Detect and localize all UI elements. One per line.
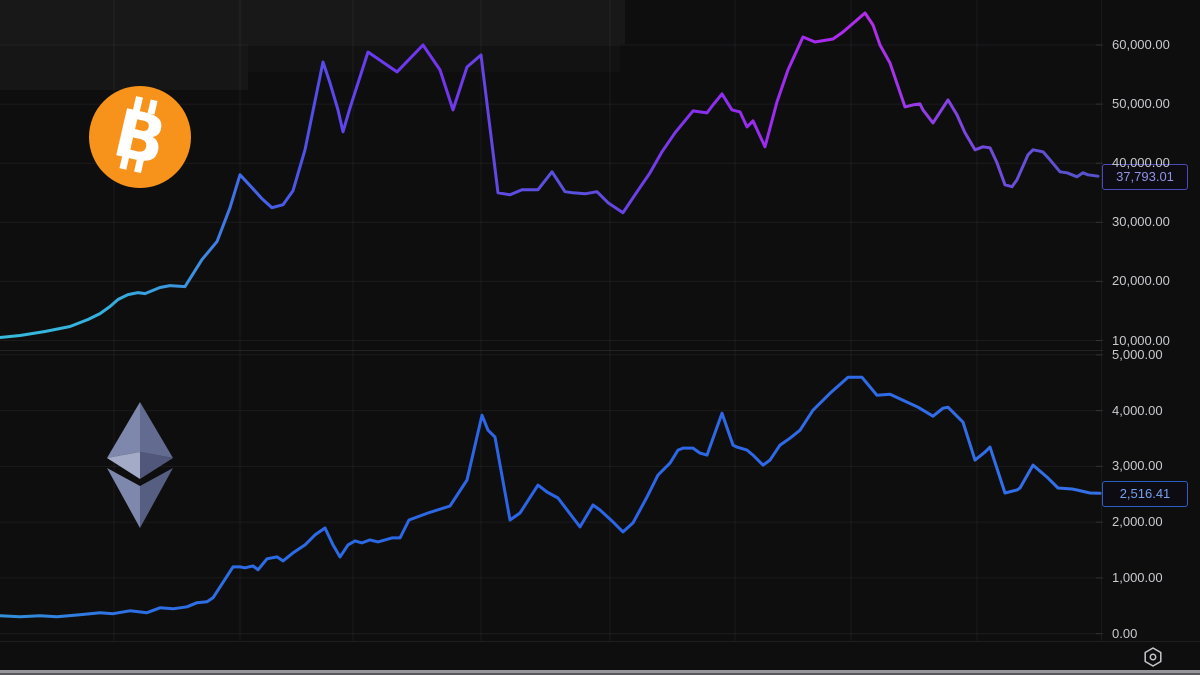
price-axis-label: 20,000.00 — [1112, 273, 1170, 289]
bottom-edge-strip — [0, 673, 1200, 675]
price-axis-label: 30,000.00 — [1112, 214, 1170, 230]
price-scale[interactable]: 37,793.01 2,516.41 — [1100, 0, 1200, 641]
settings-gear-icon[interactable] — [1140, 645, 1166, 669]
price-axis-label: 3,000.00 — [1112, 458, 1163, 474]
price-axis-label: 0.00 — [1112, 625, 1138, 641]
price-axis-label: 50,000.00 — [1112, 96, 1170, 112]
price-axis-label: 10,000.00 — [1112, 332, 1170, 348]
price-axis-label: 60,000.00 — [1112, 37, 1170, 52]
price-axis-label: 1,000.00 — [1112, 569, 1163, 585]
time-scale[interactable]: epNov2021MarMayJulSepNov2022M — [0, 641, 1200, 670]
time-axis-border — [0, 641, 1200, 642]
eth-price-line — [0, 375, 1102, 619]
panel-divider — [0, 350, 1103, 351]
bitcoin-logo: B — [89, 86, 191, 188]
ethereum-logo — [107, 402, 173, 528]
price-lines — [0, 11, 1102, 619]
price-axis-label: 40,000.00 — [1112, 155, 1170, 171]
price-axis-label: 2,000.00 — [1112, 514, 1163, 530]
btc-last-price-badge[interactable]: 37,793.01 — [1102, 163, 1188, 190]
price-scale-border — [1101, 0, 1102, 641]
btc-price-line — [0, 11, 1100, 339]
price-axis-label: 4,000.00 — [1112, 402, 1163, 418]
bottom-edge-strip — [0, 670, 1200, 673]
price-axis-label: 5,000.00 — [1112, 346, 1163, 362]
eth-last-price-badge[interactable]: 2,516.41 — [1102, 480, 1188, 507]
